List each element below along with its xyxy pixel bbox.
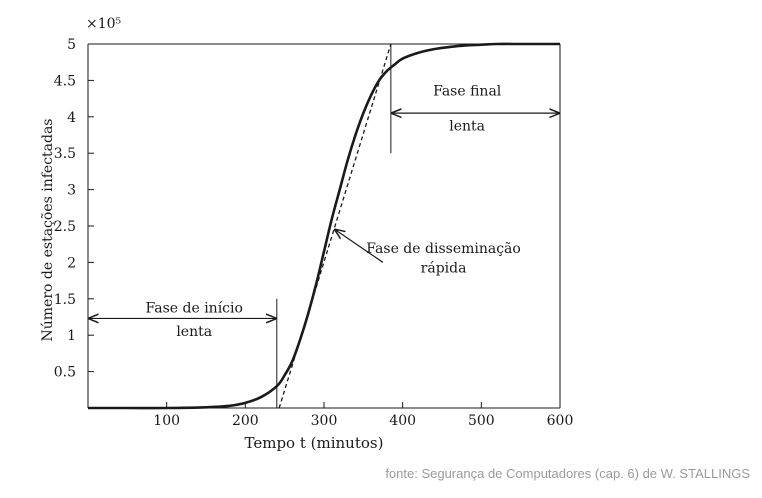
source-caption: fonte: Segurança de Computadores (cap. 6… [385,466,750,481]
fast-spread-label-line2: rápida [421,260,467,276]
fast-spread-label-line1: Fase de disseminação [366,241,521,257]
x-tick-label: 100 [153,413,180,429]
x-tick-label: 600 [547,413,574,429]
y-tick-label: 3.5 [54,146,76,162]
slow-finish-label-line2: lenta [449,119,485,135]
y-tick-label: 0.5 [54,365,76,381]
x-tick-label: 500 [468,413,495,429]
y-axis-label: Número de estações infectadas [40,119,56,342]
x-tick-label: 400 [389,413,416,429]
y-tick-label: 2.5 [54,219,76,235]
y-tick-label: 5 [67,37,76,53]
fast-spread-pointer-arrow [335,230,384,263]
y-tick-label: 3 [67,183,76,199]
y-tick-label: 4 [67,110,76,126]
tangent-dashed-line [278,43,392,409]
infection-curve [88,42,560,410]
slow-start-label-line1: Fase de início [145,301,242,317]
slow-start-label-line2: lenta [176,324,212,340]
y-multiplier-label: ×10⁵ [86,16,122,32]
x-tick-label: 200 [232,413,259,429]
y-tick-label: 1 [67,328,76,344]
x-tick-label: 300 [311,413,338,429]
y-tick-label: 2 [67,255,76,271]
x-axis-label: Tempo t (minutos) [245,434,384,452]
y-tick-label: 1.5 [54,292,76,308]
y-tick-label: 4.5 [54,73,76,89]
slow-finish-label-line1: Fase final [433,84,502,100]
